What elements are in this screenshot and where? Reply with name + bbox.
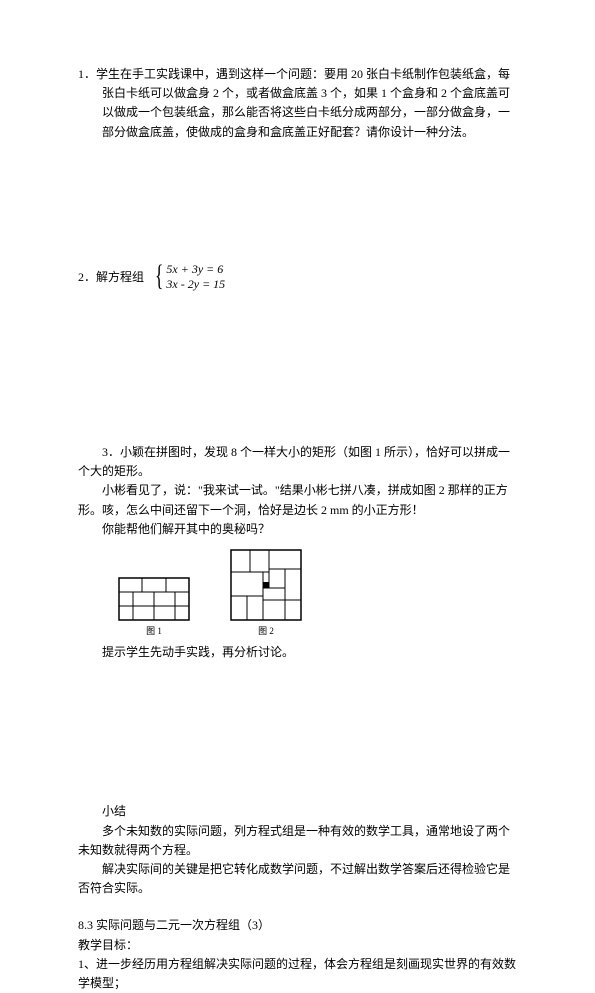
question-3-tip: 提示学生先动手实践，再分析讨论。: [78, 643, 517, 662]
summary-p1: 多个未知数的实际问题，列方程式组是一种有效的数学工具，通常地设了两个未知数就得两…: [78, 822, 517, 860]
equation-1: 5x + 3y = 6: [166, 262, 225, 278]
teaching-goal-item-1: 1、进一步经历用方程组解决实际问题的过程，体会方程组是刻画现实世界的有效数学模型…: [78, 955, 517, 993]
figure-2-label: 图 2: [230, 624, 302, 638]
question-3: 3．小颖在拼图时，发现 8 个一样大小的矩形（如图 1 所示），恰好可以拼成一个…: [78, 443, 517, 539]
question-2: 2．解方程组 { 5x + 3y = 6 3x - 2y = 15: [78, 262, 517, 293]
question-2-label: 2．解方程组: [78, 268, 144, 287]
equation-system: 5x + 3y = 6 3x - 2y = 15: [166, 262, 225, 293]
summary-p2: 解决实际间的关键是把它转化成数学问题，不过解出数学答案后还得检验它是否符合实际。: [78, 860, 517, 898]
question-3-p1: 3．小颖在拼图时，发现 8 个一样大小的矩形（如图 1 所示），恰好可以拼成一个…: [78, 443, 517, 481]
figure-1-svg: [118, 577, 190, 621]
question-1: 1．学生在手工实践课中，遇到这样一个问题：要用 20 张白卡纸制作包装纸盒，每张…: [78, 65, 517, 142]
teaching-goal-label: 教学目标：: [78, 936, 517, 955]
equation-2: 3x - 2y = 15: [166, 277, 225, 293]
summary-title: 小结: [102, 802, 517, 821]
figure-2: 图 2: [230, 549, 302, 638]
question-3-p2: 小彬看见了，说："我来试一试。"结果小彬七拼八凑，拼成如图 2 那样的正方形。咳…: [78, 481, 517, 519]
question-1-text: 1．学生在手工实践课中，遇到这样一个问题：要用 20 张白卡纸制作包装纸盒，每张…: [78, 67, 510, 139]
brace-icon: {: [155, 268, 164, 283]
figure-1-label: 图 1: [118, 624, 190, 638]
figure-1: 图 1: [118, 577, 190, 638]
figures-row: 图 1 图 2: [118, 549, 517, 638]
figure-2-svg: [230, 549, 302, 621]
question-3-p3: 你能帮他们解开其中的奥秘吗？: [78, 520, 517, 539]
section-title: 8.3 实际问题与二元一次方程组（3）: [78, 916, 517, 935]
